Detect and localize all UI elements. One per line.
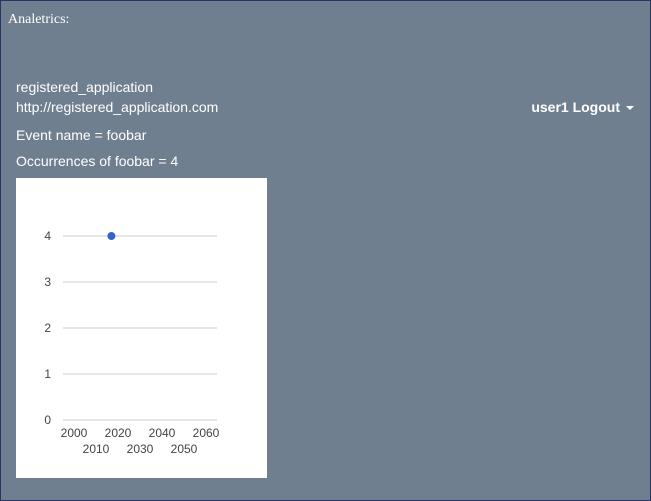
y-tick-label: 2 [44, 321, 51, 335]
application-name: registered_application [16, 79, 153, 95]
x-tick-label: 2030 [127, 442, 154, 456]
x-tick-label: 2020 [105, 426, 132, 440]
x-tick-label: 2060 [193, 426, 220, 440]
occurrences-count: Occurrences of foobar = 4 [16, 153, 179, 169]
x-tick-label: 2050 [171, 442, 198, 456]
x-tick-label: 2010 [83, 442, 110, 456]
y-tick-label: 4 [44, 229, 51, 243]
y-tick-label: 1 [44, 367, 51, 381]
data-point[interactable] [107, 232, 116, 240]
y-tick-label: 0 [44, 413, 51, 427]
chart-canvas: 0 1 2 3 4 2000 2010 2020 2030 2040 2050 2060 [44, 229, 220, 456]
caret-down-icon [626, 106, 634, 111]
application-url: http://registered_application.com [16, 99, 219, 115]
occurrences-chart: 0 1 2 3 4 2000 2010 2020 2030 2040 2050 2060 [16, 178, 267, 478]
event-name: Event name = foobar [16, 127, 147, 143]
x-tick-label: 2000 [61, 426, 88, 440]
user-logout-menu[interactable]: user1 Logout [531, 99, 634, 115]
x-tick-label: 2040 [149, 426, 176, 440]
brand-title: Analetrics: [8, 12, 70, 27]
y-tick-label: 3 [44, 275, 51, 289]
user-logout-label: user1 Logout [531, 99, 620, 115]
